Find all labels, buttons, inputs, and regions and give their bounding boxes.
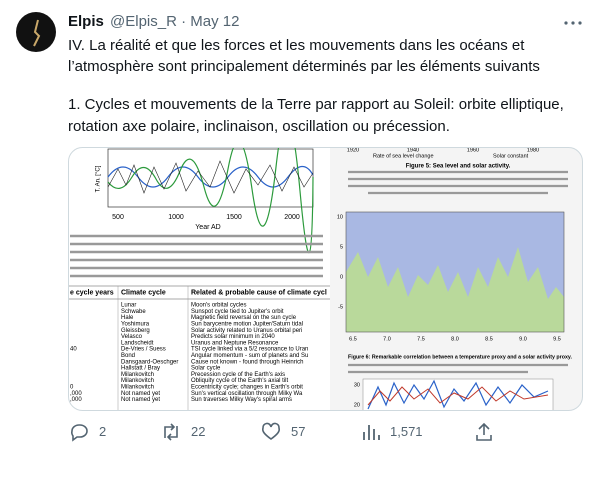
table-cell: Angular momentum - sum of planets and Su <box>191 353 308 359</box>
y-tick-label: -5 <box>338 304 343 310</box>
table-cell: Sun barycentre motion Jupiter/Saturn tid… <box>191 321 303 327</box>
x-tick-label: 500 <box>112 214 124 221</box>
table-cell: Magnetic field reversal on the sun cycle <box>191 315 297 321</box>
tick-label: 1960 <box>467 147 479 153</box>
x-tick-label: 7.5 <box>417 336 425 342</box>
x-tick-label: 8.0 <box>451 336 459 342</box>
tweet-text: rotation axe polaire, inclinaison, oscil… <box>68 118 450 135</box>
author-meta: @Elpis_R · May 12 <box>110 13 239 30</box>
reply-icon[interactable] <box>68 421 90 443</box>
x-tick-label: 8.5 <box>485 336 493 342</box>
y-tick-label: 10 <box>337 214 343 220</box>
table-cell: Not named yet <box>121 397 160 403</box>
table-cell: Predicts solar minimum in 2040 <box>191 334 275 340</box>
views-icon[interactable] <box>360 421 382 443</box>
x-tick-label: 2000 <box>284 214 300 221</box>
retweet-count: 22 <box>191 424 206 439</box>
views-count: 1,571 <box>390 424 423 439</box>
table-cell: Moon's orbital cycles <box>191 303 247 309</box>
x-tick-label: 9.5 <box>553 336 561 342</box>
retweet-icon[interactable] <box>160 421 182 443</box>
table-cell: Dansgaard-Oeschger <box>121 359 178 365</box>
table-cell: Eccentricity cycle; changes in Earth's o… <box>191 384 303 390</box>
author-name[interactable]: Elpis <box>68 13 104 30</box>
table-cell: Milankovitch <box>121 372 154 378</box>
table-cell: ,000 <box>70 397 82 403</box>
y-tick-label: 20 <box>354 402 360 408</box>
table-cell: 40 <box>70 347 77 353</box>
axis-label: T. An. [°C] <box>96 165 102 192</box>
y-tick-label: 30 <box>354 382 360 388</box>
separator: · <box>181 13 187 30</box>
table-cell: Hale <box>121 315 134 321</box>
table-cell: Obliquity cycle of the Earth's axial til… <box>191 378 289 384</box>
table-cell: Precession cycle of the Earth's axis <box>191 372 285 378</box>
table-cell: Not named yet <box>121 391 160 397</box>
x-tick-label: 1000 <box>168 214 184 221</box>
table-cell: Yoshimura <box>121 321 150 327</box>
table-cell: Milankovitch <box>121 378 154 384</box>
tweet-text: l’atmosphère sont principalement détermi… <box>68 58 540 75</box>
table-cell: TSI cycle linked via a 5/2 resonance to … <box>191 347 308 353</box>
like-count: 57 <box>291 424 306 439</box>
table-cell: 0 <box>70 384 74 390</box>
avatar[interactable] <box>16 12 56 52</box>
table-cell: Velasco <box>121 334 143 340</box>
share-icon[interactable] <box>473 421 495 443</box>
table-cell: Milankovitch <box>121 384 154 390</box>
figure-title: Figure 5: Sea level and solar activity. <box>406 164 511 170</box>
table-cell: Cause not known - found through Heinrich <box>191 359 303 365</box>
table-cell: Bond <box>121 353 135 359</box>
table-cell: Schwabe <box>121 309 146 315</box>
table-header: Climate cycle <box>121 289 166 296</box>
tweet-text: IV. La réalité et que les forces et les … <box>68 37 525 54</box>
table-cell: Sun traverses Milky Way's spiral arms <box>191 397 292 403</box>
table-cell: Hallstatt / Bray <box>121 366 160 372</box>
table-cell: ,000 <box>70 391 82 397</box>
table-header: Related & probable cause of climate cycl <box>191 289 327 296</box>
table-cell: Solar activity related to Uranus orbital… <box>191 328 302 334</box>
x-tick-label: 9.0 <box>519 336 527 342</box>
like-icon[interactable] <box>260 421 282 443</box>
table-cell: Gleissberg <box>121 328 150 334</box>
tick-label: 1980 <box>527 147 539 153</box>
table-cell: Sunspot cycle tied to Jupiter's orbit <box>191 309 284 315</box>
table-cell: Sun's vertical oscillation through Milky… <box>191 391 303 397</box>
table-cell: Landscheidt <box>121 340 154 346</box>
more-button[interactable] <box>562 12 584 34</box>
table-cell: Lunar <box>121 303 136 309</box>
x-tick-label: 1500 <box>226 214 242 221</box>
y-tick-label: 0 <box>340 274 343 280</box>
table-header: e cycle years <box>70 289 114 296</box>
tweet-text: 1. Cycles et mouvements de la Terre par … <box>68 96 564 113</box>
table-cell: Uranus and Neptune Resonance <box>191 340 279 346</box>
tick-label: 1920 <box>347 147 359 153</box>
handle[interactable]: @Elpis_R <box>110 13 177 30</box>
legend-label: Rate of sea level change <box>373 153 434 159</box>
axis-label: Year AD <box>195 224 220 231</box>
tick-label: 1940 <box>407 147 419 153</box>
legend-label: Solar constant <box>493 153 529 159</box>
table-cell: Solar cycle <box>191 366 221 372</box>
x-tick-label: 7.0 <box>383 336 391 342</box>
figure-title: Figure 6: Remarkable correlation between… <box>348 354 572 360</box>
x-tick-label: 6.5 <box>349 336 357 342</box>
y-tick-label: 5 <box>340 244 343 250</box>
table-cell: De-Vries / Suess <box>121 347 166 353</box>
reply-count: 2 <box>99 424 107 439</box>
date[interactable]: May 12 <box>190 13 240 30</box>
